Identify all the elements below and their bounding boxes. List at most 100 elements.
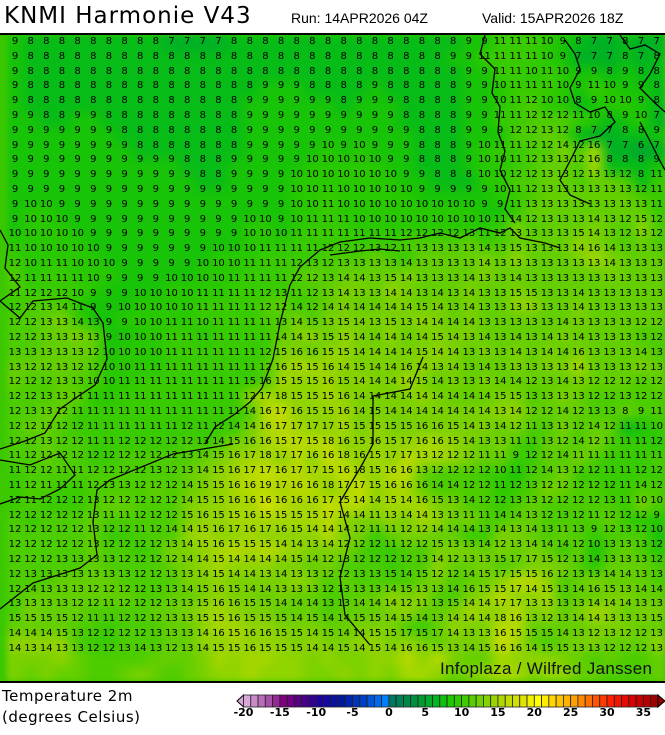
grid-value: 15: [212, 480, 225, 491]
grid-value: 8: [356, 65, 363, 77]
grid-value: 14: [352, 494, 366, 506]
grid-value: 11: [509, 50, 523, 62]
grid-value: 15: [290, 361, 304, 373]
grid-value: 9: [137, 243, 144, 255]
grid-value: 9: [121, 139, 128, 151]
grid-value: 13: [180, 465, 194, 477]
grid-value: 14: [274, 598, 288, 610]
grid-value: 11: [243, 317, 257, 329]
grid-value: 11: [274, 243, 288, 255]
grid-value: 14: [556, 406, 570, 417]
grid-value: 10: [415, 213, 429, 225]
grid-value: 15: [305, 376, 319, 388]
legend-swatch: [650, 694, 659, 708]
grid-value: 13: [572, 391, 585, 403]
grid-value: 13: [368, 287, 382, 299]
grid-value: 9: [215, 228, 222, 240]
grid-value: 12: [650, 539, 664, 551]
grid-value: 15: [399, 420, 413, 432]
grid-value: 8: [309, 36, 316, 47]
grid-value: 13: [650, 302, 664, 314]
grid-value: 14: [368, 332, 382, 343]
grid-value: 14: [556, 346, 570, 358]
grid-value: 9: [262, 124, 269, 136]
grid-value: 13: [587, 317, 601, 329]
grid-value: 11: [212, 406, 225, 417]
grid-value: 14: [509, 509, 523, 521]
grid-value: 10: [274, 228, 288, 240]
border-germany: [339, 356, 424, 646]
grid-value: 15: [259, 613, 272, 625]
grid-value: 12: [149, 524, 163, 536]
grid-value: 8: [199, 110, 206, 121]
grid-value: 14: [274, 554, 288, 565]
grid-value: 11: [8, 465, 22, 477]
grid-value: 9: [356, 124, 363, 136]
grid-value: 13: [603, 361, 617, 373]
grid-value: 13: [540, 435, 554, 447]
grid-value: 9: [262, 80, 269, 92]
grid-value: 13: [618, 198, 632, 210]
grid-value: 13: [290, 568, 304, 580]
grid-value: 12: [650, 317, 664, 329]
grid-value: 13: [415, 450, 429, 462]
grid-value: 14: [180, 494, 194, 506]
grid-value: 16: [274, 465, 288, 477]
grid-value: 16: [431, 435, 444, 447]
grid-value: 13: [603, 332, 617, 343]
grid-value: 8: [183, 110, 191, 121]
grid-value: 11: [118, 391, 131, 403]
grid-value: 8: [606, 110, 613, 121]
grid-value: 15: [337, 346, 351, 358]
grid-value: 15: [290, 509, 304, 521]
grid-value: 12: [118, 435, 131, 447]
grid-value: 9: [403, 124, 410, 136]
grid-value: 12: [525, 450, 538, 462]
grid-value: 9: [481, 110, 488, 121]
grid-value: 12: [39, 376, 53, 388]
grid-value: 12: [352, 539, 366, 551]
grid-value: 10: [368, 169, 382, 181]
grid-value: 14: [540, 465, 554, 477]
grid-value: 8: [121, 50, 128, 62]
grid-value: 8: [434, 95, 441, 107]
grid-value: 15: [196, 524, 210, 536]
grid-value: 15: [431, 539, 444, 551]
grid-value: 11: [180, 317, 194, 329]
grid-value: 14: [227, 554, 241, 565]
grid-value: 12: [525, 169, 538, 181]
grid-value: 13: [446, 272, 460, 284]
grid-value: 13: [618, 302, 632, 314]
grid-value: 13: [556, 258, 570, 269]
grid-value: 12: [259, 361, 272, 373]
grid-value: 17: [259, 391, 272, 403]
grid-value: 11: [540, 80, 554, 92]
grid-value: 11: [71, 406, 84, 417]
grid-value: 9: [152, 243, 160, 255]
grid-value: 16: [243, 628, 257, 639]
grid-value: 12: [102, 524, 116, 536]
grid-value: 10: [39, 243, 53, 255]
grid-value: 12: [337, 539, 351, 551]
grid-value: 13: [525, 391, 538, 403]
grid-value: 12: [509, 124, 523, 136]
grid-value: 14: [525, 524, 538, 536]
grid-value: 12: [149, 613, 163, 625]
grid-value: 15: [290, 376, 304, 388]
grid-value: 13: [55, 583, 69, 595]
grid-value: 14: [384, 391, 397, 403]
grid-value: 8: [152, 80, 160, 92]
grid-value: 11: [509, 110, 523, 121]
grid-value: 14: [180, 480, 194, 491]
grid-value: 11: [24, 272, 38, 284]
grid-value: 8: [403, 36, 410, 47]
grid-value: 9: [277, 124, 285, 136]
grid-value: 13: [509, 524, 523, 536]
grid-value: 9: [481, 198, 488, 210]
grid-value: 13: [587, 642, 601, 654]
coastlines: [0, 35, 665, 646]
grid-value: 8: [387, 50, 394, 62]
grid-value: 11: [305, 228, 319, 240]
grid-value: 14: [165, 524, 178, 536]
grid-value: 14: [478, 539, 491, 551]
